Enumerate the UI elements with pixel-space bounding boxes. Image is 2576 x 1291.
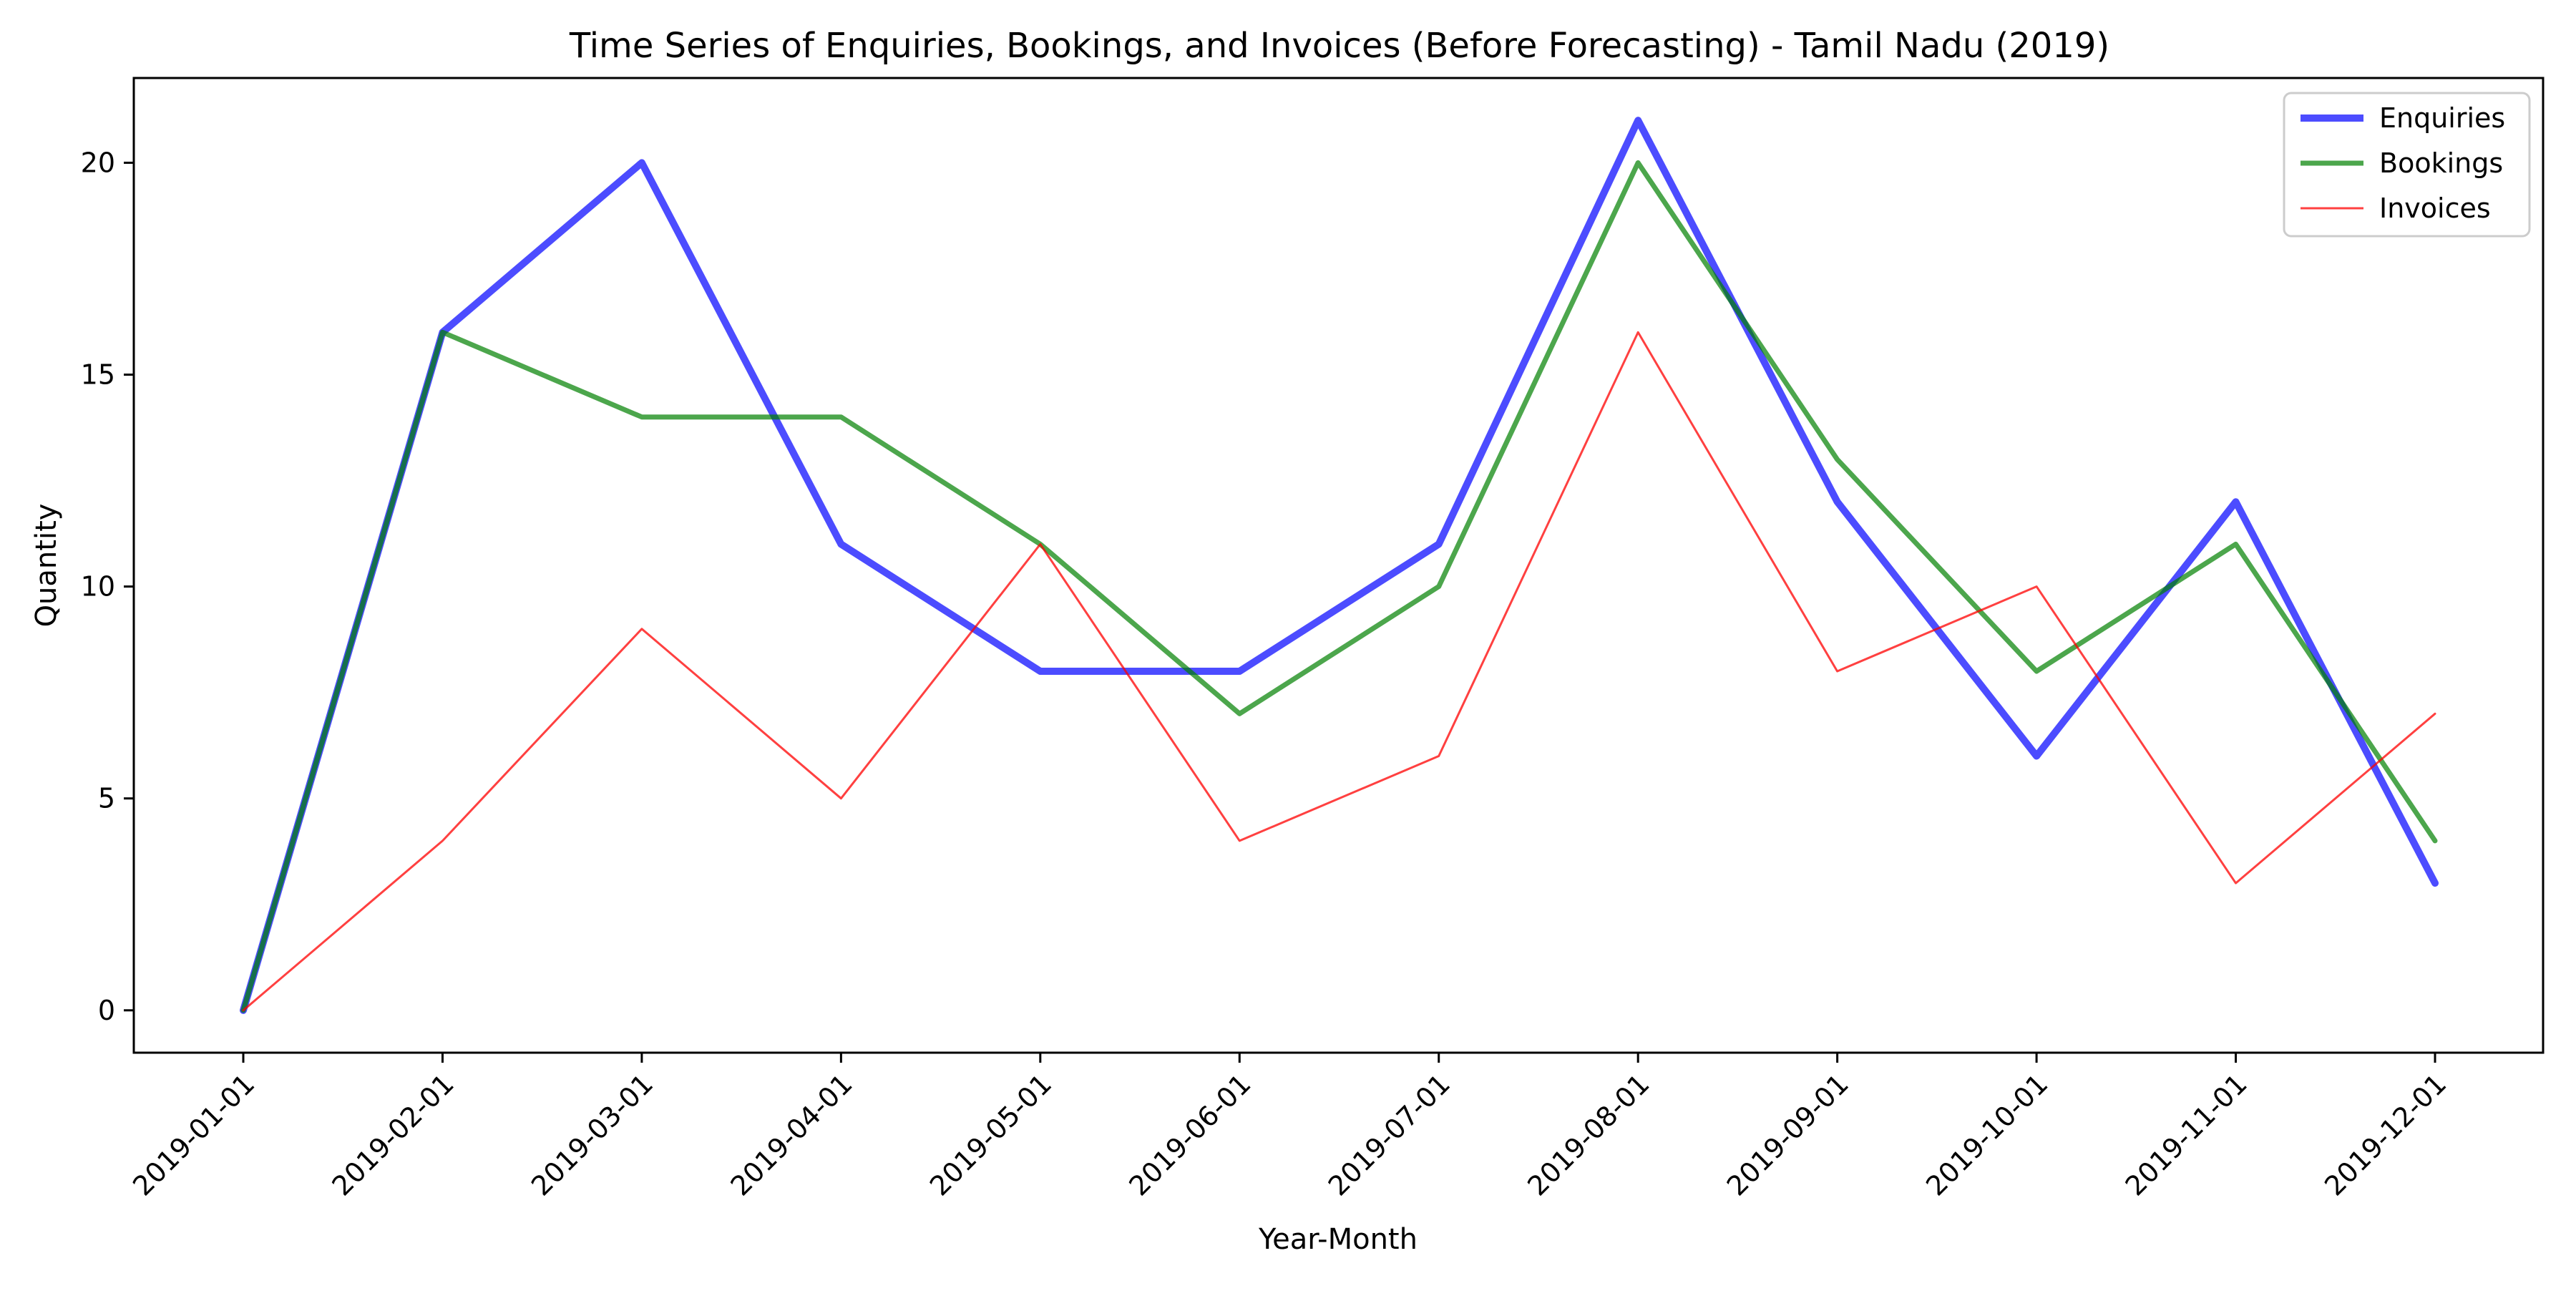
x-tick-label: 2019-05-01: [924, 1068, 1058, 1202]
y-axis: 0 5 10 15 20: [81, 147, 134, 1026]
y-tick-label: 10: [81, 571, 115, 603]
y-tick-label: 15: [81, 359, 115, 391]
series-line-enquiries: [240, 117, 2439, 1014]
x-tick-label: 2019-04-01: [724, 1068, 858, 1202]
y-tick-label: 5: [98, 783, 115, 814]
y-tick-label: 0: [98, 995, 115, 1026]
x-axis: 2019-01-01 2019-02-01 2019-03-01 2019-04-01…: [127, 1053, 2452, 1202]
legend: Enquiries Bookings Invoices: [2283, 92, 2531, 238]
series-line-bookings: [240, 160, 2438, 1013]
x-tick-label: 2019-08-01: [1521, 1068, 1655, 1202]
plot-area: [132, 77, 2545, 1054]
x-tick-label: 2019-03-01: [525, 1068, 659, 1202]
x-tick-label: 2019-11-01: [2119, 1068, 2253, 1202]
x-tick-label: 2019-09-01: [1721, 1068, 1855, 1202]
chart-title: Time Series of Enquiries, Bookings, and …: [569, 26, 2109, 66]
legend-label-bookings: Bookings: [2379, 147, 2503, 179]
x-tick-label: 2019-10-01: [1920, 1068, 2054, 1202]
x-tick-label: 2019-12-01: [2318, 1068, 2452, 1202]
legend-label-invoices: Invoices: [2379, 193, 2491, 224]
y-axis-label: Quantity: [30, 504, 63, 628]
x-tick-label: 2019-01-01: [127, 1068, 260, 1202]
x-tick-label: 2019-07-01: [1322, 1068, 1456, 1202]
y-tick-label: 20: [81, 147, 115, 178]
legend-box: [2283, 92, 2531, 238]
x-axis-label: Year-Month: [1258, 1223, 1418, 1256]
series-line-invoices: [242, 331, 2436, 1012]
x-tick-label: 2019-02-01: [326, 1068, 460, 1202]
x-tick-label: 2019-06-01: [1123, 1068, 1257, 1202]
legend-label-enquiries: Enquiries: [2379, 102, 2505, 134]
series-layer: [240, 117, 2439, 1014]
